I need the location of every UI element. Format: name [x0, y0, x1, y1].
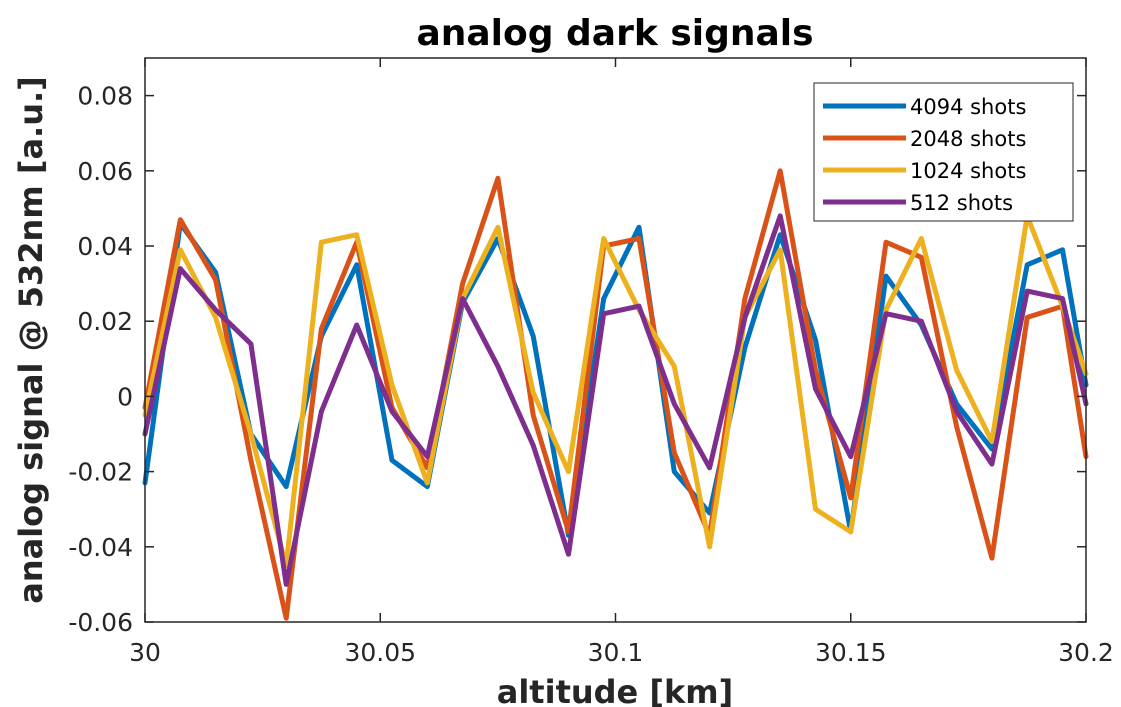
tick-layer: 30 30.05 30.1 30.15 30.2 -0.06 -0.04 -0.02 0 0.02… [68, 58, 1114, 667]
y-tick-label: 0 [117, 382, 133, 411]
y-tick-label: 0.04 [77, 232, 133, 261]
series-line-4 [142, 213, 1089, 587]
legend-label-1: 4094 shots [910, 95, 1026, 119]
x-tick-label: 30.05 [344, 638, 416, 667]
y-tick-label: 0.08 [77, 82, 133, 111]
x-tick-label: 30 [129, 638, 161, 667]
legend-items: 4094 shots 2048 shots 1024 shots 512 shots [823, 95, 1026, 215]
legend: 4094 shots 2048 shots 1024 shots 512 shots [813, 82, 1074, 222]
y-tick-label: -0.06 [68, 608, 133, 637]
legend-label-3: 1024 shots [910, 159, 1026, 183]
series-line-2 [142, 168, 1089, 621]
series-line-3 [142, 213, 1089, 569]
legend-label-2: 2048 shots [910, 127, 1026, 151]
y-tick-label: 0.06 [77, 157, 133, 186]
series-layer [142, 168, 1089, 621]
x-tick-label: 30.15 [815, 638, 887, 667]
legend-label-4: 512 shots [910, 191, 1013, 215]
x-tick-label: 30.1 [588, 638, 644, 667]
y-tick-label: 0.02 [77, 307, 133, 336]
x-axis-label: altitude [km] [497, 673, 734, 707]
x-tick-label: 30.2 [1058, 638, 1114, 667]
y-tick-label: -0.04 [68, 533, 133, 562]
chart-title: analog dark signals [416, 13, 813, 54]
y-axis-label: analog signal @ 532nm [a.u.] [12, 76, 50, 604]
y-tick-label: -0.02 [68, 458, 133, 487]
